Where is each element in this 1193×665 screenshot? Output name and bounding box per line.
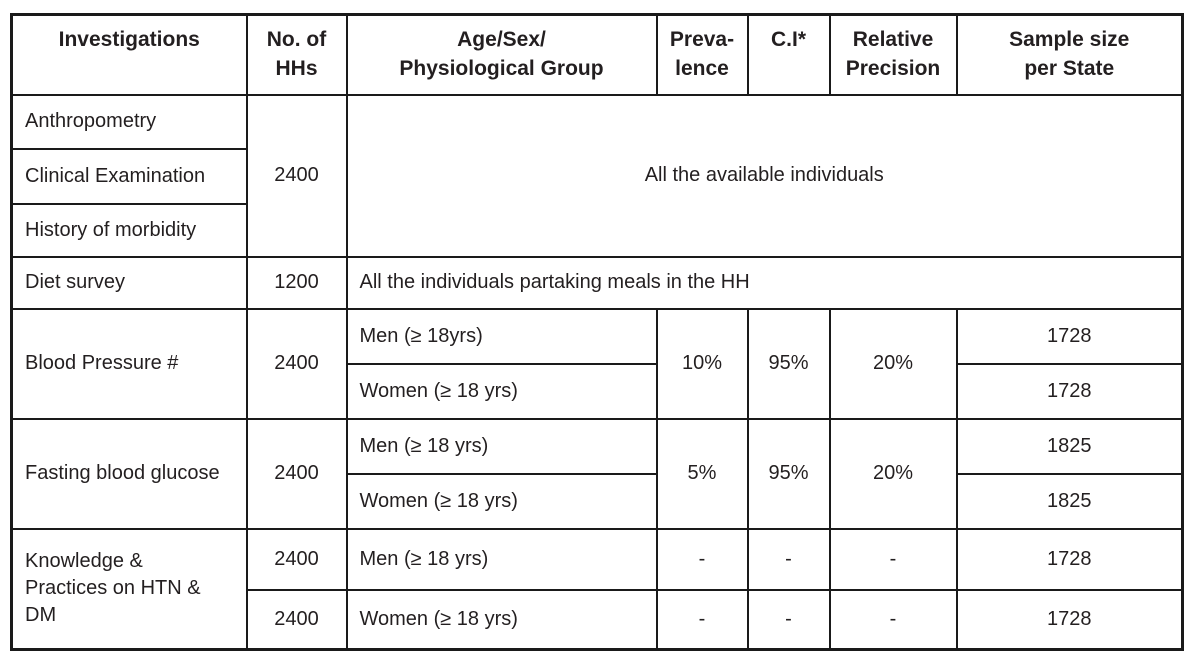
cell-fasting-glucose: Fasting blood glucose xyxy=(10,417,248,530)
cell-anthropometry: Anthropometry xyxy=(10,93,248,150)
cell-kp-men-ci: - xyxy=(746,527,831,591)
cell-kp-men-sample: 1728 xyxy=(955,527,1184,591)
cell-kp-men-prevalence: - xyxy=(655,527,749,591)
row-anthropometry: Anthropometry 2400 All the available ind… xyxy=(10,93,1184,258)
cell-fbg-ci: 95% xyxy=(746,417,831,530)
cell-bp-men-group: Men (≥ 18yrs) xyxy=(345,307,658,365)
cell-fbg-men-sample: 1825 xyxy=(955,417,1184,475)
cell-diet-group: All the individuals partaking meals in t… xyxy=(345,255,1184,310)
header-relative-precision: Relative Precision xyxy=(828,13,958,96)
header-sample-size: Sample size per State xyxy=(955,13,1184,96)
cell-clinical-examination: Clinical Examination xyxy=(10,147,248,205)
row-fasting-glucose-women: Women (≥ 18 yrs) 1825 xyxy=(12,472,1184,530)
header-no-of-hhs: No. of HHs xyxy=(245,13,348,96)
cell-bp-prevalence: 10% xyxy=(655,307,749,420)
cell-bp-ci: 95% xyxy=(746,307,831,420)
cell-shared-hhs: 2400 xyxy=(245,93,348,258)
cell-blood-pressure: Blood Pressure # xyxy=(10,307,248,420)
cell-diet-hhs: 1200 xyxy=(245,255,348,310)
cell-kp-men-group: Men (≥ 18 yrs) xyxy=(345,527,658,591)
row-diet-survey: Diet survey 1200 All the individuals par… xyxy=(10,255,1184,310)
header-investigations: Investigations xyxy=(10,13,248,96)
cell-fbg-relative-precision: 20% xyxy=(828,417,958,530)
cell-kp-men-hhs: 2400 xyxy=(245,527,348,591)
sampling-plan-table: Investigations No. of HHs Age/Sex/ Physi… xyxy=(10,13,1184,651)
cell-fbg-women-sample: 1825 xyxy=(955,472,1184,530)
cell-bp-men-sample: 1728 xyxy=(955,307,1184,365)
header-ci: C.I* xyxy=(746,13,831,96)
header-age-sex-group: Age/Sex/ Physiological Group xyxy=(345,13,658,96)
cell-fbg-hhs: 2400 xyxy=(245,417,348,530)
cell-fbg-women-group: Women (≥ 18 yrs) xyxy=(345,472,658,530)
row-knowledge-men: Knowledge & Practices on HTN & DM 2400 M… xyxy=(10,527,1184,651)
cell-fbg-prevalence: 5% xyxy=(655,417,749,530)
row-clinical-examination: Clinical Examination xyxy=(10,147,1183,205)
cell-kp-women-relative-precision: - xyxy=(828,588,958,651)
cell-bp-hhs: 2400 xyxy=(245,307,348,420)
row-fasting-glucose-men: Fasting blood glucose 2400 Men (≥ 18 yrs… xyxy=(10,417,1184,530)
cell-history-of-morbidity: History of morbidity xyxy=(10,202,248,258)
cell-kp-women-group: Women (≥ 18 yrs) xyxy=(345,588,658,651)
cell-kp-men-relative-precision: - xyxy=(828,527,958,591)
row-blood-pressure-women: Women (≥ 18 yrs) 1728 xyxy=(12,362,1184,420)
row-blood-pressure-men: Blood Pressure # 2400 Men (≥ 18yrs) 10% … xyxy=(10,307,1184,420)
cell-shared-group: All the available individuals xyxy=(345,93,1184,258)
header-prevalence: Preva- lence xyxy=(655,13,749,96)
cell-kp-women-ci: - xyxy=(746,588,831,651)
cell-bp-women-group: Women (≥ 18 yrs) xyxy=(345,362,658,420)
cell-knowledge-practices: Knowledge & Practices on HTN & DM xyxy=(10,527,248,651)
header-row: Investigations No. of HHs Age/Sex/ Physi… xyxy=(10,13,1184,96)
row-knowledge-women: 2400 Women (≥ 18 yrs) - - - 1728 xyxy=(12,588,1184,651)
cell-kp-women-hhs: 2400 xyxy=(245,588,348,651)
cell-fbg-men-group: Men (≥ 18 yrs) xyxy=(345,417,658,475)
cell-kp-women-sample: 1728 xyxy=(955,588,1184,651)
cell-bp-women-sample: 1728 xyxy=(955,362,1184,420)
cell-diet-survey: Diet survey xyxy=(10,255,248,310)
cell-kp-women-prevalence: - xyxy=(655,588,749,651)
cell-bp-relative-precision: 20% xyxy=(828,307,958,420)
row-history-of-morbidity: History of morbidity xyxy=(10,202,1183,258)
